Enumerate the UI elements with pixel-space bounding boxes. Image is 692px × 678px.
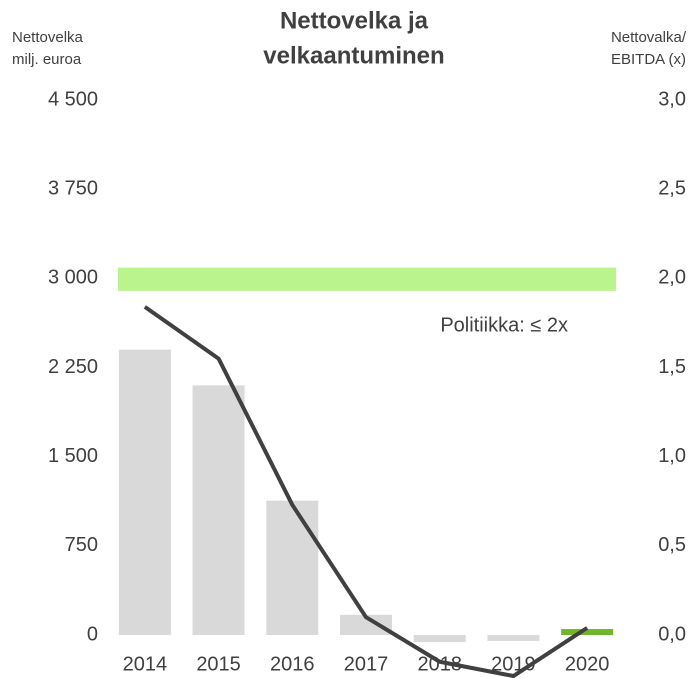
- y2-tick-label: 2,5: [658, 177, 686, 199]
- y2-tick-label: 0,5: [658, 534, 686, 556]
- bar: [413, 635, 466, 643]
- chart-title: velkaantuminen: [263, 42, 444, 69]
- y-tick-label: 4 500: [48, 88, 98, 110]
- y-tick-label: 750: [65, 534, 98, 556]
- y-tick-label: 0: [87, 623, 98, 645]
- bar: [192, 385, 245, 635]
- bar: [266, 500, 319, 635]
- y2-axis-label: EBITDA (x): [611, 51, 686, 68]
- y-axis-label: milj. euroa: [12, 51, 82, 68]
- x-tick-label: 2017: [344, 653, 389, 675]
- bar: [561, 629, 614, 635]
- y2-axis-label: Nettovalka/: [611, 29, 687, 46]
- bar: [340, 614, 392, 635]
- y-tick-label: 1 500: [48, 445, 98, 467]
- bar: [487, 635, 540, 641]
- x-tick-label: 2018: [417, 653, 462, 675]
- x-tick-label: 2020: [565, 653, 610, 675]
- bar: [118, 349, 171, 635]
- x-tick-label: 2015: [196, 653, 241, 675]
- y-axis-label: Nettovelka: [12, 29, 84, 46]
- y2-tick-label: 2,0: [658, 267, 686, 289]
- policy-label: Politiikka: ≤ 2x: [440, 314, 568, 336]
- y2-tick-label: 0,0: [658, 623, 686, 645]
- y-tick-label: 3 000: [48, 267, 98, 289]
- line: [143, 305, 589, 678]
- chart-title: Nettovelka ja: [280, 7, 429, 34]
- x-tick-label: 2016: [270, 653, 315, 675]
- y2-tick-label: 1,0: [658, 445, 686, 467]
- policy-band: [118, 267, 616, 291]
- y2-tick-label: 3,0: [658, 88, 686, 110]
- y-tick-label: 3 750: [48, 177, 98, 199]
- y-tick-label: 2 250: [48, 356, 98, 378]
- y2-tick-label: 1,5: [658, 356, 686, 378]
- x-tick-label: 2014: [123, 653, 168, 675]
